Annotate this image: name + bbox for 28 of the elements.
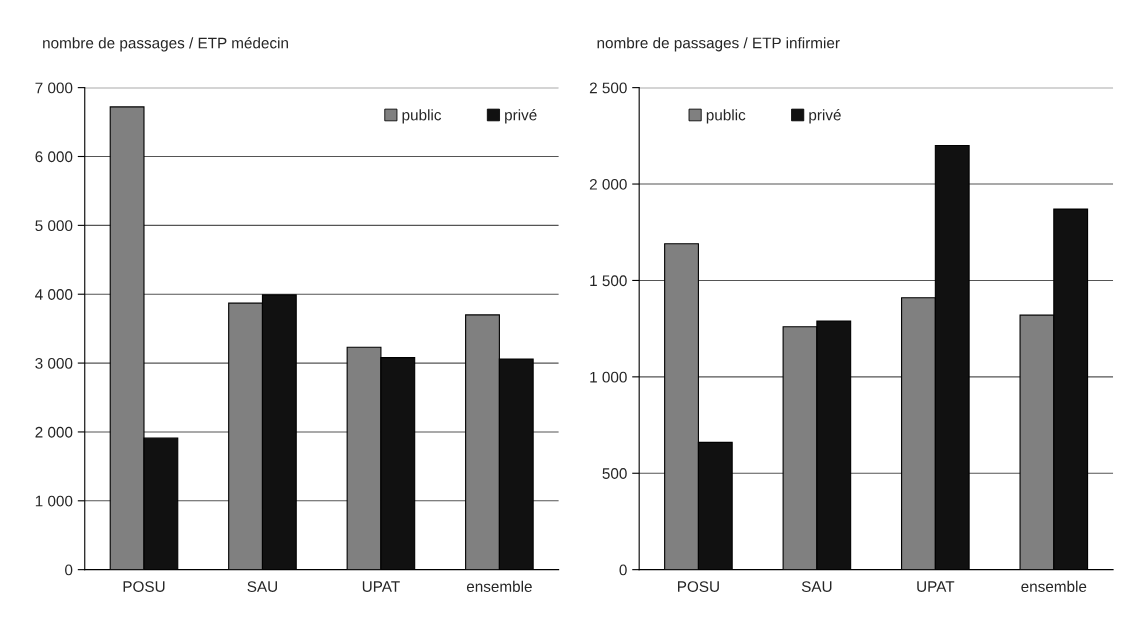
y-tick-label: 1 000: [590, 371, 627, 383]
y-tick-label: 2 000: [35, 426, 73, 438]
legend-label: privé: [809, 109, 841, 124]
y-tick-label: 2 500: [589, 82, 627, 94]
x-tick-label: POSU: [123, 581, 165, 592]
x-tick-label: POSU: [678, 581, 719, 592]
legend-label: public: [402, 109, 442, 124]
x-tick-label: SAU: [801, 581, 832, 592]
y-tick-label: 6 000: [35, 151, 73, 163]
y-tick-label: 500: [602, 468, 627, 479]
y-tick-label: 7 000: [35, 82, 73, 94]
chart-title: nombre de passages / ETP infirmier: [597, 37, 840, 52]
x-tick-label: UPAT: [362, 581, 400, 592]
x-tick-label: ensemble: [1021, 580, 1087, 592]
y-tick-label: 1 000: [35, 495, 73, 507]
y-tick-label: 3 000: [35, 357, 73, 369]
y-tick-label: 0: [65, 564, 73, 576]
y-tick-label: 0: [619, 564, 627, 576]
legend-label: public: [706, 109, 746, 124]
x-tick-label: ensemble: [466, 580, 532, 592]
x-tick-label: SAU: [247, 581, 277, 592]
y-tick-label: 1 500: [590, 275, 627, 287]
y-tick-label: 2 000: [589, 178, 627, 190]
chart-title: nombre de passages / ETP médecin: [43, 37, 288, 52]
x-tick-label: UPAT: [917, 581, 955, 592]
legend-label: privé: [505, 109, 537, 124]
y-tick-label: 5 000: [35, 220, 73, 232]
y-tick-label: 4 000: [35, 289, 73, 300]
